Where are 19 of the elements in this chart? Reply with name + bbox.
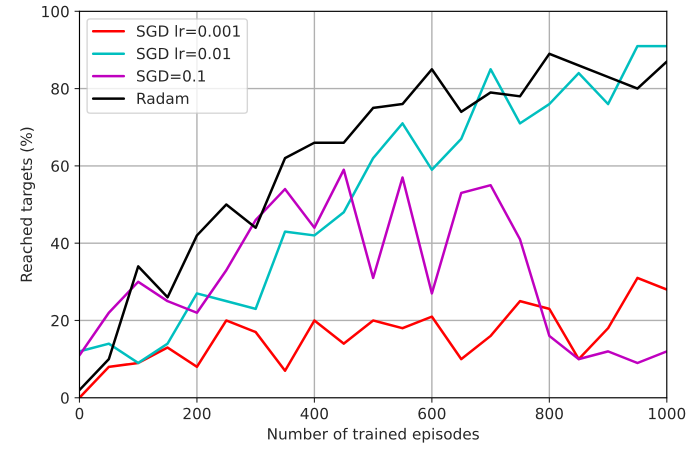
legend-label: Radam	[137, 92, 188, 104]
x-tick-label: 200	[183, 408, 210, 420]
x-tick-label: 600	[418, 408, 446, 420]
y-tick-label: 100	[42, 6, 69, 18]
legend-label: SGD=0.1	[137, 70, 205, 82]
x-tick-label: 800	[536, 408, 563, 420]
legend-label: SGD lr=0.01	[137, 47, 230, 60]
y-tick-label: 80	[51, 83, 69, 95]
y-tick-label: 40	[51, 238, 69, 250]
x-tick-label: 1000	[649, 408, 686, 420]
line-series	[79, 168, 667, 364]
y-tick-label: 20	[51, 314, 69, 326]
legend-label: SGD lr=0.001	[137, 25, 240, 37]
y-axis-title: Reached targets (%)	[20, 128, 36, 282]
y-tick-label: 0	[61, 392, 69, 404]
y-tick-label: 60	[51, 160, 69, 172]
x-tick-label: 400	[300, 408, 328, 420]
x-tick-label: 0	[76, 408, 84, 420]
x-axis-title: Number of trained episodes	[268, 428, 479, 443]
